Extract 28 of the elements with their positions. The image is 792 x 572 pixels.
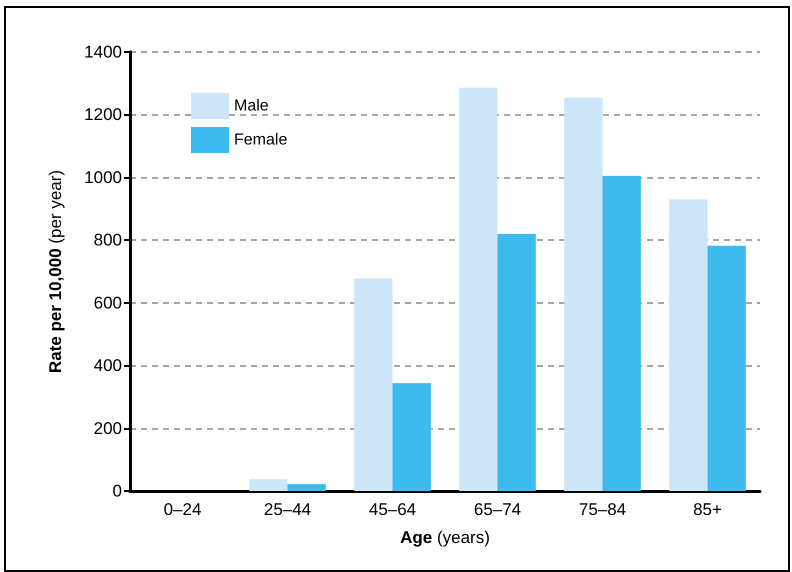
y-tick-label: 1400 (84, 42, 122, 62)
bar (498, 234, 536, 491)
legend-label: Male (234, 98, 269, 114)
y-tick-label: 400 (94, 356, 122, 376)
bar (564, 97, 602, 491)
y-tick-label: 1200 (84, 105, 122, 124)
x-tick-label: 85+ (693, 500, 722, 519)
bar (602, 176, 641, 491)
bar (392, 383, 431, 491)
x-tick-label: 65–74 (474, 500, 522, 519)
x-tick-label: 0–24 (164, 500, 202, 519)
y-tick-label: 800 (94, 230, 122, 250)
x-tick-label: 75–84 (578, 500, 626, 519)
bar (459, 88, 498, 491)
y-axis-title: Rate per 10,000 (per year) (46, 170, 65, 374)
bar (669, 199, 708, 491)
y-tick-label: 1000 (84, 168, 122, 187)
bar (354, 278, 392, 491)
y-tick-label: 0 (112, 482, 122, 500)
bar (288, 484, 326, 491)
y-tick-label: 200 (94, 418, 122, 438)
x-axis-title: Age (years) (400, 528, 490, 547)
x-tick-label: 25–44 (264, 500, 312, 519)
bar (249, 479, 288, 491)
x-tick-label: 45–64 (368, 500, 416, 519)
y-tick-label: 600 (94, 293, 122, 312)
legend-label: Female (234, 132, 288, 148)
bar (708, 246, 746, 491)
